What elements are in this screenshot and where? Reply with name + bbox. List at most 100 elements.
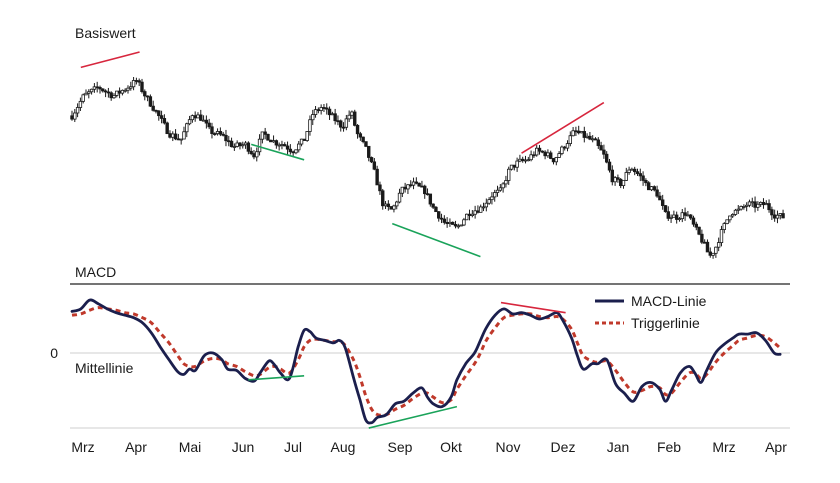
candle	[635, 168, 640, 176]
candle	[568, 131, 573, 147]
candle	[316, 107, 321, 114]
candle	[638, 168, 642, 182]
candle	[101, 88, 105, 93]
macd-series-layer	[70, 298, 782, 425]
candle	[339, 119, 343, 132]
candle	[744, 202, 749, 212]
candle	[353, 109, 357, 127]
candle	[308, 115, 312, 136]
candle	[571, 127, 575, 137]
candle	[196, 112, 200, 119]
candle	[271, 135, 276, 143]
candle	[669, 214, 673, 223]
candle	[213, 132, 217, 136]
candle	[515, 157, 519, 172]
candle	[708, 247, 712, 258]
candle	[277, 142, 281, 151]
candle	[529, 150, 533, 162]
candle	[361, 136, 365, 144]
macd-trendline-1	[500, 301, 566, 314]
candle	[730, 213, 735, 218]
candle	[260, 131, 265, 144]
candle	[507, 166, 511, 185]
candle	[764, 200, 768, 206]
candle	[512, 164, 517, 171]
candle	[582, 126, 587, 143]
candle	[383, 201, 388, 210]
candle	[255, 147, 259, 162]
candle	[333, 108, 337, 125]
price-trendline-2	[251, 143, 305, 161]
candle	[392, 204, 396, 213]
x-tick-label: Sep	[388, 439, 413, 455]
candle	[319, 104, 323, 115]
candle	[204, 115, 209, 129]
candle	[632, 166, 637, 176]
macd-trendline-2	[248, 374, 305, 381]
candle	[663, 205, 668, 213]
candle	[252, 149, 256, 160]
candle	[618, 177, 623, 189]
price-panel-title: Basiswert	[75, 25, 136, 41]
candle	[476, 205, 480, 214]
candle	[680, 209, 684, 223]
x-tick-label: Apr	[765, 439, 787, 455]
candle	[406, 184, 410, 194]
candle	[106, 87, 111, 98]
candle	[423, 184, 427, 199]
candle	[400, 186, 405, 198]
candle	[112, 93, 116, 99]
candle	[145, 95, 150, 102]
candle	[157, 110, 161, 121]
macd-line	[70, 298, 782, 425]
candle	[350, 110, 354, 120]
candle	[604, 151, 609, 164]
candle	[599, 141, 603, 151]
candle	[159, 110, 164, 124]
candle	[218, 127, 223, 137]
candle	[686, 210, 690, 217]
candle	[285, 141, 290, 155]
x-tick-label: Jan	[607, 439, 630, 455]
candle	[465, 213, 469, 221]
candle	[173, 129, 178, 141]
x-tick-label: Nov	[496, 439, 521, 455]
candle	[182, 126, 186, 140]
candle	[666, 206, 670, 221]
candle	[358, 131, 363, 141]
legend-label-macd: MACD-Linie	[631, 293, 707, 309]
candle	[532, 151, 536, 158]
candle	[355, 124, 360, 139]
candle	[742, 204, 746, 210]
candle	[305, 130, 309, 142]
candle	[593, 137, 598, 141]
candle	[266, 133, 270, 141]
candle	[249, 147, 253, 156]
candle	[518, 154, 522, 163]
candle	[280, 140, 284, 150]
candle	[375, 165, 379, 186]
candle	[243, 140, 248, 149]
candle	[683, 207, 687, 221]
candle	[126, 85, 130, 94]
candle	[364, 141, 368, 148]
candle	[190, 114, 195, 123]
candle	[646, 181, 651, 191]
candle	[772, 209, 777, 222]
candle	[688, 214, 693, 220]
candle	[193, 111, 197, 122]
macd-panel: MACD 0 Mittellinie Mrz Apr Mai Jun Jul Aug Sep…	[50, 264, 790, 455]
candle	[473, 205, 477, 219]
candle	[420, 180, 424, 188]
candle	[187, 115, 192, 126]
candle	[736, 205, 740, 215]
candle	[467, 209, 472, 221]
candle	[448, 218, 452, 227]
candle	[719, 225, 724, 247]
candle	[403, 182, 407, 193]
candle	[543, 150, 547, 160]
candle	[739, 205, 743, 211]
candle	[283, 142, 287, 147]
candle	[327, 106, 332, 120]
candle	[672, 210, 676, 218]
